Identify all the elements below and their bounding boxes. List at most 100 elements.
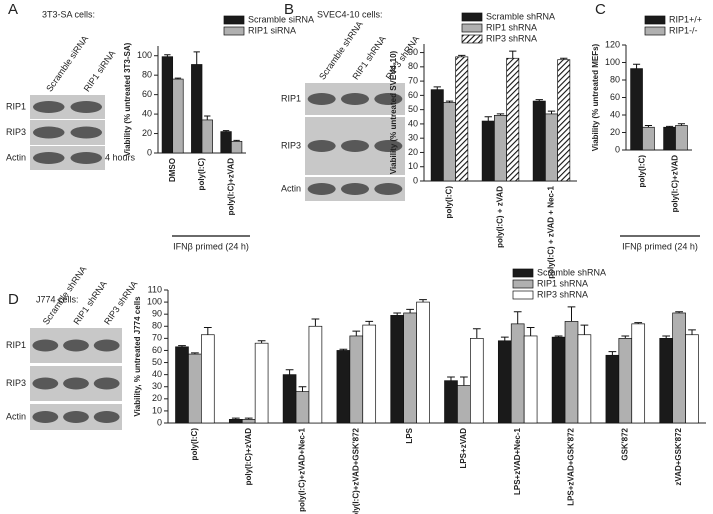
error-bar (244, 417, 253, 420)
error-bar (365, 320, 374, 326)
bar (362, 324, 377, 424)
error-bar (496, 113, 505, 116)
error-bar (526, 326, 535, 336)
y-tick-label: 120 (605, 39, 620, 49)
legend-label: Scramble shRNA (537, 267, 606, 277)
bar (557, 59, 571, 182)
legend-label: Scramble siRNA (248, 14, 314, 24)
blot-band (307, 93, 336, 105)
error-bar (433, 86, 441, 90)
bar (675, 125, 688, 151)
y-axis-label: Viability (% untreated MEFs) (591, 43, 600, 151)
panel-letter: A (8, 1, 18, 18)
y-tick-label: 80 (610, 74, 620, 84)
blot-band (32, 377, 59, 390)
y-tick-label: 60 (152, 345, 162, 355)
error-bar (339, 348, 348, 351)
x-tick-label: poly(I:C) (638, 155, 647, 188)
y-tick-label: 100 (605, 57, 620, 67)
blot-band (70, 126, 102, 139)
bar (672, 312, 686, 424)
y-tick-label: 70 (408, 75, 418, 85)
error-bar (621, 335, 630, 339)
band-label: RIP1 (281, 93, 301, 103)
x-tick-label: poly(I:C)+zVAD+Nec-1 (298, 427, 307, 511)
band-label: RIP1 (6, 101, 26, 111)
bar (390, 315, 404, 424)
bar (642, 126, 655, 151)
blot-band (341, 183, 369, 195)
bar (532, 100, 546, 182)
error-bar (547, 110, 556, 114)
cell-line-label: J774 cells: (36, 294, 79, 304)
bar (201, 334, 215, 424)
x-tick-label: zVAD+GSK'872 (674, 427, 683, 485)
legend-label: RIP1 shRNA (486, 22, 537, 32)
bar (241, 419, 256, 424)
legend-swatch (461, 23, 483, 33)
error-bar (178, 345, 186, 347)
error-bar (632, 63, 641, 69)
annotation: 4 hours (105, 152, 136, 162)
bar (172, 78, 184, 154)
error-bar (419, 299, 427, 303)
error-bar (560, 57, 568, 60)
legend-swatch (512, 290, 534, 300)
y-tick-label: 50 (408, 104, 418, 114)
y-tick-label: 30 (152, 381, 162, 391)
bar (577, 334, 592, 424)
error-bar (311, 318, 320, 327)
y-tick-label: 60 (408, 90, 418, 100)
blot-band (32, 411, 59, 423)
bar (506, 57, 520, 182)
bar (349, 335, 364, 424)
error-bar (472, 328, 481, 339)
error-bar (675, 311, 683, 313)
bar (161, 56, 174, 154)
legend-label: RIP1 siRNA (248, 25, 296, 35)
x-tick-label: poly(I:C) + zVAD + Nec-1 (547, 185, 556, 278)
bar (403, 312, 417, 424)
y-axis-label: Viability, % untreated J774 cells (133, 296, 142, 417)
y-tick-label: 80 (152, 321, 162, 331)
blot-band (70, 152, 102, 164)
cell-line-label: 3T3-SA cells: (42, 9, 95, 19)
blot-band (341, 140, 369, 152)
error-bar (193, 51, 200, 65)
error-bar (447, 376, 455, 381)
legend-swatch (512, 268, 534, 278)
bar (494, 115, 507, 182)
bar (685, 334, 699, 424)
y-axis-label: Viability (% untreated SVEV4-10) (389, 50, 398, 174)
y-tick-label: 60 (142, 89, 152, 99)
error-bar (513, 311, 522, 324)
blot-band (32, 339, 59, 352)
bar (443, 102, 456, 182)
bar (510, 323, 525, 424)
y-tick-label: 80 (408, 61, 418, 71)
error-bar (484, 116, 492, 122)
blot-band (33, 126, 65, 139)
bar (230, 140, 243, 154)
error-bar (233, 139, 240, 142)
bar (254, 342, 269, 424)
x-tick-label: GSK'872 (620, 427, 629, 460)
blot-band (93, 339, 120, 352)
bar (191, 64, 203, 154)
y-tick-label: 0 (147, 147, 152, 157)
y-tick-label: 10 (408, 161, 418, 171)
bar (545, 113, 558, 182)
y-tick-label: 90 (152, 309, 162, 319)
blot-band (93, 411, 120, 423)
error-bar (567, 306, 576, 322)
legend-label: RIP3 shRNA (537, 289, 588, 299)
bracket-label: IFNβ primed (24 h) (622, 241, 698, 251)
x-tick-label: LPS+zVAD+GSK'872 (567, 427, 576, 505)
y-tick-label: 20 (152, 393, 162, 403)
y-tick-label: 60 (610, 92, 620, 102)
y-tick-label: 40 (610, 109, 620, 119)
bar (175, 346, 189, 424)
bar (295, 391, 310, 424)
legend-label: RIP1+/+ (669, 14, 702, 24)
